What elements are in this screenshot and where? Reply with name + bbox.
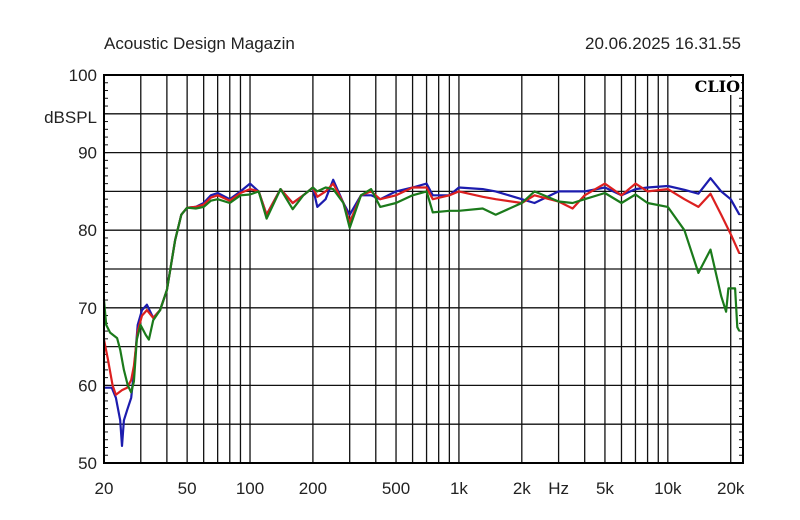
plot-frame bbox=[103, 74, 744, 464]
x-tick-labels: 20 50 100 200 500 1k 2k Hz 5k 10k 20k bbox=[95, 479, 745, 498]
series-group bbox=[102, 177, 741, 447]
timestamp: 20.06.2025 16.31.55 bbox=[585, 34, 741, 53]
x-tick-label: 20k bbox=[717, 479, 745, 498]
series-line-green bbox=[102, 186, 741, 394]
chart-title: Acoustic Design Magazin bbox=[104, 34, 295, 53]
series-line-blue bbox=[104, 177, 741, 447]
x-tick-label: 5k bbox=[596, 479, 614, 498]
y-tick-label: 80 bbox=[78, 221, 97, 240]
x-tick-label: 20 bbox=[95, 479, 114, 498]
y-tick-label: 70 bbox=[78, 299, 97, 318]
grid bbox=[103, 74, 743, 464]
x-tick-label: 500 bbox=[382, 479, 410, 498]
x-tick-label: 2k bbox=[513, 479, 531, 498]
x-tick-label: 1k bbox=[450, 479, 468, 498]
x-tick-label: 10k bbox=[654, 479, 682, 498]
y-tick-label: 60 bbox=[78, 376, 97, 395]
y-tick-label: 90 bbox=[78, 144, 97, 163]
y-tick-label: 100 bbox=[69, 66, 97, 85]
x-tick-label: 200 bbox=[299, 479, 327, 498]
series-line-red bbox=[102, 182, 741, 396]
logo-background bbox=[686, 77, 741, 95]
y-axis-label: dBSPL bbox=[44, 108, 97, 127]
clio-logo: CLIO bbox=[695, 77, 740, 96]
x-tick-label: 100 bbox=[236, 479, 264, 498]
x-tick-label: Hz bbox=[548, 479, 569, 498]
y-tick-labels: 100 90 80 70 60 50 bbox=[69, 66, 97, 473]
y-tick-label: 50 bbox=[78, 454, 97, 473]
x-tick-label: 50 bbox=[178, 479, 197, 498]
